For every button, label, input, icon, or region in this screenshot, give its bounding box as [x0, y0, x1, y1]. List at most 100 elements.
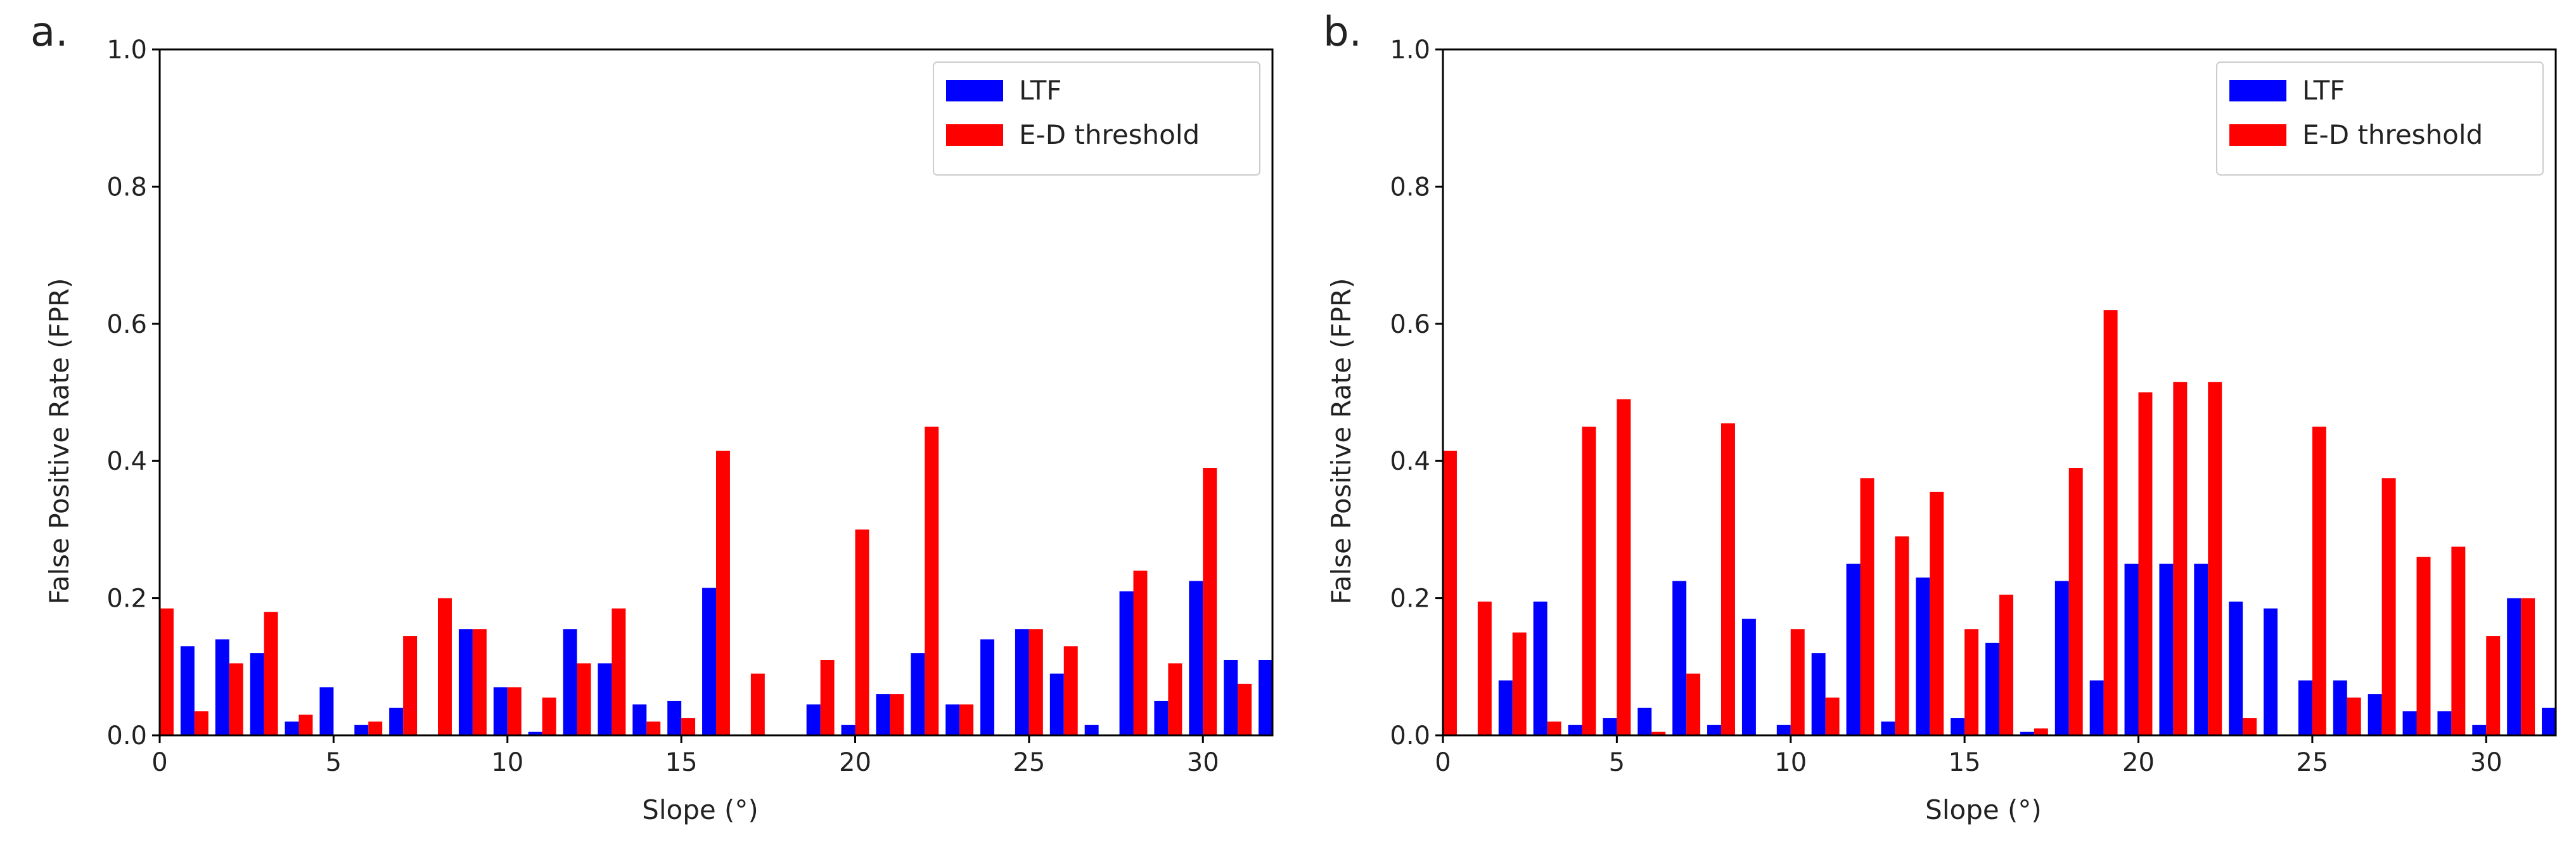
bar-ltf-slope-11	[1811, 653, 1826, 735]
bar-e-d-threshold-slope-17	[750, 673, 765, 735]
bar-e-d-threshold-slope-0	[1443, 450, 1457, 735]
x-tick-label: 15	[1949, 748, 1981, 777]
bar-ltf-slope-23	[2229, 602, 2243, 735]
bar-e-d-threshold-slope-9	[472, 629, 487, 735]
bar-ltf-slope-28	[1119, 591, 1134, 735]
y-tick-label: 0.6	[1390, 310, 1430, 339]
y-axis: 0.0 0.2 0.4 0.6 0.8 1.0	[106, 35, 160, 751]
legend-frame	[2216, 61, 2544, 176]
bar-ltf-slope-20	[841, 725, 855, 735]
bar-e-d-threshold-slope-18	[2068, 468, 2083, 735]
legend-swatch-ed-threshold	[946, 124, 1003, 146]
bar-e-d-threshold-slope-16	[1999, 595, 2013, 735]
bar-e-d-threshold-slope-13	[612, 608, 626, 735]
bar-e-d-threshold-slope-26	[1063, 646, 1078, 735]
x-tick-label: 30	[2470, 748, 2502, 777]
bar-e-d-threshold-slope-8	[1721, 423, 1735, 735]
bar-e-d-threshold-slope-11	[542, 697, 556, 735]
bar-ltf-slope-15	[667, 700, 682, 735]
x-axis-label: Slope (°)	[1925, 794, 2042, 825]
bar-e-d-threshold-slope-7	[403, 636, 418, 735]
bar-e-d-threshold-slope-5	[1617, 399, 1631, 735]
bar-e-d-threshold-slope-21	[890, 694, 904, 735]
bar-ltf-slope-22	[2194, 564, 2208, 735]
panel-label: b.	[1323, 9, 1362, 56]
x-tick-label: 20	[839, 748, 871, 777]
bar-ltf-slope-28	[2402, 711, 2417, 735]
bar-ltf-slope-26	[1049, 673, 1064, 735]
y-tick-label: 0.4	[106, 447, 147, 476]
bar-e-d-threshold-slope-28	[2416, 557, 2431, 735]
bar-ltf-slope-9	[1741, 619, 1756, 735]
legend-frame	[933, 61, 1260, 176]
bars	[1443, 310, 2556, 735]
y-axis-label: False Positive Rate (FPR)	[44, 278, 75, 604]
legend-swatch-ltf	[2229, 80, 2286, 101]
bar-ltf-slope-6	[1637, 707, 1652, 735]
bar-ltf-slope-12	[563, 629, 577, 735]
bar-ltf-slope-30	[1189, 581, 1203, 735]
bar-e-d-threshold-slope-28	[1133, 571, 1148, 735]
bar-ltf-slope-14	[1916, 577, 1930, 735]
bar-e-d-threshold-slope-31	[1238, 683, 1252, 735]
bar-ltf-slope-13	[1881, 721, 1895, 735]
bar-e-d-threshold-slope-22	[925, 427, 939, 735]
bar-ltf-slope-21	[2159, 564, 2174, 735]
bar-e-d-threshold-slope-10	[507, 687, 522, 735]
bar-e-d-threshold-slope-19	[820, 659, 835, 735]
x-tick-label: 10	[1774, 748, 1807, 777]
bar-ltf-slope-5	[319, 687, 334, 735]
bar-e-d-threshold-slope-21	[2173, 382, 2188, 735]
bar-ltf-slope-12	[1846, 564, 1861, 735]
bar-e-d-threshold-slope-11	[1825, 697, 1840, 735]
bar-e-d-threshold-slope-6	[1651, 732, 1666, 735]
bar-ltf-slope-13	[598, 663, 612, 735]
bar-ltf-slope-32	[2542, 707, 2556, 735]
bar-ltf-slope-31	[1224, 659, 1238, 735]
legend-swatch-ed-threshold	[2229, 124, 2286, 146]
bar-ltf-slope-20	[2124, 564, 2139, 735]
legend-label-ed-threshold: E-D threshold	[2302, 119, 2483, 150]
bar-ltf-slope-16	[702, 588, 716, 735]
bar-e-d-threshold-slope-14	[1930, 491, 1944, 735]
bar-ltf-slope-7	[1672, 581, 1687, 735]
x-axis-label: Slope (°)	[642, 794, 759, 825]
legend-label-ltf: LTF	[2302, 75, 2345, 106]
bar-ltf-slope-5	[1603, 718, 1617, 735]
bar-ltf-slope-4	[285, 721, 299, 735]
x-tick-label: 25	[2296, 748, 2328, 777]
y-tick-label: 0.4	[1390, 447, 1430, 476]
bars	[160, 427, 1272, 735]
bar-ltf-slope-31	[2507, 598, 2522, 735]
bar-e-d-threshold-slope-25	[2312, 427, 2326, 735]
bar-ltf-slope-8	[1707, 725, 1721, 735]
bar-ltf-slope-19	[806, 704, 821, 735]
bar-ltf-slope-27	[2368, 694, 2382, 735]
bar-e-d-threshold-slope-1	[1477, 602, 1492, 735]
bar-ltf-slope-19	[2089, 680, 2104, 735]
bar-ltf-slope-2	[215, 639, 229, 735]
bar-e-d-threshold-slope-30	[2486, 636, 2501, 735]
bar-e-d-threshold-slope-2	[1512, 632, 1527, 735]
bar-ltf-slope-26	[2333, 680, 2347, 735]
bar-ltf-slope-25	[1015, 629, 1029, 735]
x-tick-label: 0	[151, 748, 167, 777]
bar-ltf-slope-24	[980, 639, 994, 735]
bar-ltf-slope-16	[1985, 642, 1999, 735]
x-axis: 0 5 10 15 20 25 30	[1435, 735, 2502, 777]
y-tick-label: 0.0	[106, 721, 147, 751]
y-tick-label: 0.6	[106, 310, 147, 339]
panel-label: a.	[30, 9, 68, 56]
bar-e-d-threshold-slope-29	[2451, 546, 2466, 735]
x-tick-label: 15	[665, 748, 698, 777]
bar-ltf-slope-6	[354, 725, 369, 735]
bar-ltf-slope-11	[528, 732, 542, 735]
y-tick-label: 0.2	[106, 584, 147, 614]
bar-ltf-slope-21	[876, 694, 890, 735]
bar-e-d-threshold-slope-16	[716, 450, 730, 735]
bar-ltf-slope-18	[2054, 581, 2069, 735]
bar-e-d-threshold-slope-3	[1547, 721, 1561, 735]
x-tick-label: 30	[1187, 748, 1219, 777]
